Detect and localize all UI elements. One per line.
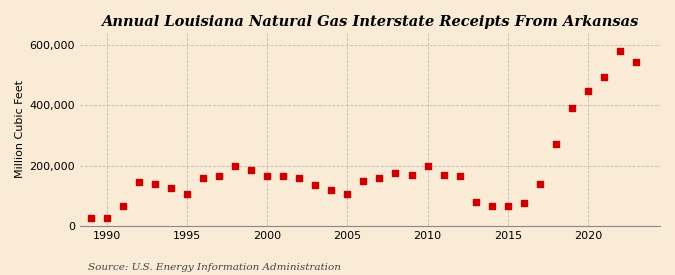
Point <box>422 163 433 168</box>
Point <box>101 216 112 221</box>
Point <box>535 182 545 186</box>
Point <box>294 175 304 180</box>
Point <box>262 174 273 178</box>
Point <box>614 49 625 53</box>
Y-axis label: Million Cubic Feet: Million Cubic Feet <box>15 80 25 178</box>
Point <box>374 175 385 180</box>
Point <box>566 106 577 111</box>
Point <box>117 204 128 208</box>
Point <box>550 142 561 147</box>
Point <box>454 174 465 178</box>
Point <box>150 182 161 186</box>
Point <box>470 200 481 204</box>
Point <box>358 179 369 183</box>
Text: Source: U.S. Energy Information Administration: Source: U.S. Energy Information Administ… <box>88 263 341 272</box>
Point <box>438 172 449 177</box>
Point <box>246 168 256 172</box>
Point <box>599 75 610 79</box>
Point <box>502 204 513 208</box>
Point <box>310 183 321 187</box>
Point <box>518 201 529 205</box>
Point <box>86 216 97 221</box>
Point <box>583 89 593 93</box>
Point <box>406 172 417 177</box>
Point <box>326 188 337 192</box>
Point <box>342 192 353 196</box>
Point <box>165 186 176 190</box>
Point <box>230 163 240 168</box>
Point <box>278 174 289 178</box>
Point <box>390 171 401 175</box>
Title: Annual Louisiana Natural Gas Interstate Receipts From Arkansas: Annual Louisiana Natural Gas Interstate … <box>101 15 639 29</box>
Point <box>214 174 225 178</box>
Point <box>486 204 497 208</box>
Point <box>198 176 209 180</box>
Point <box>630 59 641 64</box>
Point <box>134 180 144 184</box>
Point <box>182 192 192 196</box>
